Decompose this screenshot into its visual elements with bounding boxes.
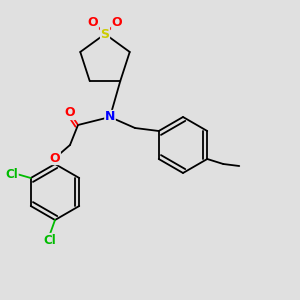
Text: S: S <box>100 28 109 40</box>
Text: Cl: Cl <box>5 167 18 181</box>
Text: Cl: Cl <box>44 233 56 247</box>
Text: O: O <box>50 152 60 164</box>
Text: O: O <box>88 16 98 28</box>
Text: O: O <box>65 106 75 119</box>
Text: O: O <box>112 16 122 28</box>
Text: N: N <box>105 110 115 124</box>
